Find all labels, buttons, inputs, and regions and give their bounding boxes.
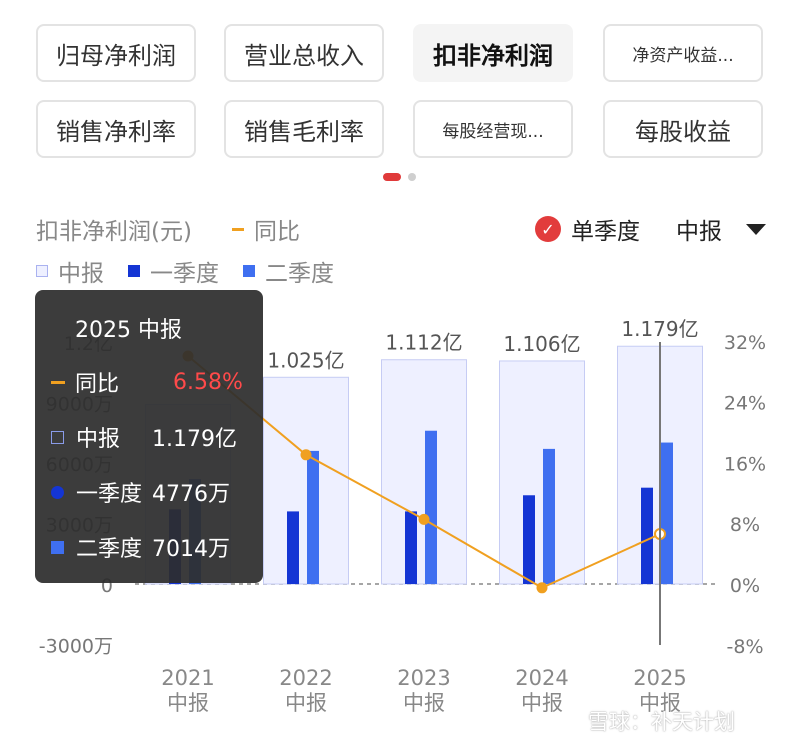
caret-down-icon [746,223,766,235]
tab-gross-margin[interactable]: 销售毛利率 [224,100,384,158]
tooltip-q1-value: 4776万 [152,482,231,507]
q1-swatch-icon [128,265,140,277]
single-quarter-label: 单季度 [571,219,640,245]
legend-q2[interactable]: 二季度 [243,254,334,288]
page-dot[interactable] [408,173,416,181]
period-dropdown-value: 中报 [676,219,722,245]
bar-q1 [523,495,535,584]
x-tick-label-year: 2024 [515,666,568,690]
x-tick-label-period: 中报 [639,691,681,715]
q1-dot-icon [51,485,64,499]
yoy-point [418,513,430,525]
legend-yoy[interactable]: 同比 [232,212,300,246]
q2-swatch-icon [243,265,255,277]
y-right-tick-label: 0% [730,575,760,597]
x-tick-label-period: 中报 [521,691,563,715]
watermark: 雪球：补天计划 [588,710,735,734]
tooltip-q2-value: 7014万 [152,537,231,562]
tooltip-half-key: 中报 [76,427,121,452]
bar-q1 [287,511,299,584]
bar-q2 [425,430,437,584]
x-tick-label-year: 2023 [397,666,450,690]
tab-parent-net-profit[interactable]: 归母净利润 [36,24,196,82]
x-tick-label-year: 2022 [279,666,332,690]
tooltip-yoy-key: 同比 [75,372,120,397]
tooltip-row-q1: 一季度 4776万 [51,476,230,508]
legend-half-label: 中报 [58,261,104,287]
tab-roe[interactable]: 净资产收益... [603,24,763,82]
y-right-tick-label: -8% [727,636,764,658]
bar-half-value-label: 1.025亿 [267,348,344,372]
y-right-tick-label: 32% [724,332,766,354]
x-tick-label-year: 2025 [633,666,686,690]
tooltip-row-half: 中报 1.179亿 [51,421,237,453]
tab-net-margin[interactable]: 销售净利率 [36,100,196,158]
bar-half-value-label: 1.112亿 [385,331,462,355]
half-square-icon [51,430,64,444]
tooltip-title: 2025 中报 [75,318,182,343]
half-swatch-icon [36,265,48,277]
tooltip-row-q2: 二季度 7014万 [51,531,230,563]
tooltip-q1-key: 一季度 [76,482,143,507]
x-tick-label-period: 中报 [167,691,209,715]
tab-deducted-net-profit[interactable]: 扣非净利润 [413,24,573,82]
page-dot-active[interactable] [383,173,401,181]
y-right-tick-label: 8% [730,514,760,536]
tab-total-revenue[interactable]: 营业总收入 [224,24,384,82]
bar-q2 [661,442,673,584]
bar-half [499,360,585,585]
bar-half [381,359,467,585]
tab-operating-cash-per-share[interactable]: 每股经营现... [413,100,573,158]
bar-half-value-label: 1.106亿 [503,332,580,356]
q2-square-icon [51,540,64,554]
yoy-line-icon [232,227,244,231]
bar-q1 [641,487,653,584]
legend-q2-label: 二季度 [265,261,334,287]
bar-half [263,376,349,585]
chart-title: 扣非净利润(元) [36,219,192,245]
bar-half-value-label: 1.179亿 [621,317,698,341]
x-tick-label-period: 中报 [285,691,327,715]
y-right-tick-label: 16% [724,453,766,475]
y-left-tick-label: -3000万 [39,636,113,658]
legend-half[interactable]: 中报 [36,254,104,288]
bar-legend: 中报 一季度 二季度 [36,254,358,288]
y-right-tick-label: 24% [724,393,766,415]
x-tick-label-period: 中报 [403,691,445,715]
tab-eps[interactable]: 每股收益 [603,100,763,158]
bar-q1 [405,511,417,584]
check-icon: ✓ [535,216,561,242]
tooltip-q2-key: 二季度 [76,537,143,562]
bar-q2 [307,450,319,584]
yoy-point [300,449,312,461]
single-quarter-toggle[interactable]: ✓ 单季度 [535,212,640,246]
chart-tooltip: 2025 中报 同比 6.58% 中报 1.179亿 一季度 4776万 二季度… [35,290,263,583]
legend-yoy-label: 同比 [254,219,300,245]
period-dropdown[interactable]: 中报 [676,212,766,246]
legend-q1[interactable]: 一季度 [128,254,219,288]
tooltip-half-value: 1.179亿 [152,427,237,452]
yoy-point [536,582,548,594]
bar-q2 [543,448,555,584]
tooltip-yoy-value: 6.58% [173,369,243,395]
legend-q1-label: 一季度 [150,261,219,287]
tooltip-row-yoy: 同比 6.58% [51,366,243,398]
x-tick-label-year: 2021 [161,666,214,690]
yoy-line-icon [51,380,65,384]
